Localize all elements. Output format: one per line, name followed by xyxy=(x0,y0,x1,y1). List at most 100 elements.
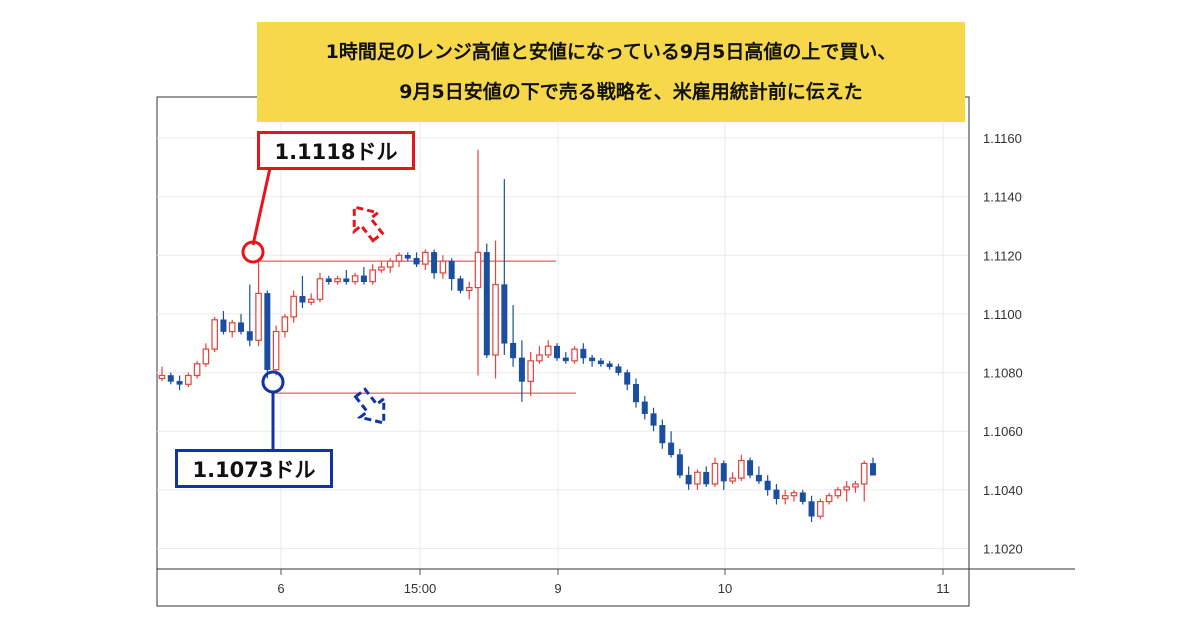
candle-body-29 xyxy=(413,257,420,265)
candle-73 xyxy=(799,489,806,505)
candle-body-53 xyxy=(624,372,631,385)
candle-76 xyxy=(825,492,833,505)
candle-body-57 xyxy=(659,425,666,444)
candle-body-61 xyxy=(694,471,701,485)
y-tick-label-0: 1.1020 xyxy=(983,541,1023,556)
candle-8 xyxy=(228,319,236,338)
candle-3 xyxy=(185,372,192,388)
chart-frame xyxy=(156,96,970,607)
candle-body-15 xyxy=(290,295,297,318)
candle-53 xyxy=(624,369,631,391)
candle-74 xyxy=(808,495,815,523)
candle-body-23 xyxy=(360,275,367,282)
candle-body-38 xyxy=(492,284,499,356)
candle-body-0 xyxy=(158,374,166,380)
candle-78 xyxy=(843,481,850,502)
candle-69 xyxy=(764,475,771,496)
candle-body-17 xyxy=(307,298,315,303)
candle-62 xyxy=(703,466,710,487)
candle-33 xyxy=(448,258,455,291)
candle-25 xyxy=(378,261,385,273)
candles xyxy=(158,149,876,523)
annotation-overlay xyxy=(241,167,386,452)
candle-32 xyxy=(439,255,447,279)
candle-body-48 xyxy=(580,348,587,359)
candle-body-4 xyxy=(193,363,201,377)
x-tick-label-4: 11 xyxy=(936,581,950,596)
candle-body-10 xyxy=(246,331,253,341)
candle-body-5 xyxy=(202,348,210,365)
chart-grid xyxy=(157,97,969,569)
candle-30 xyxy=(422,249,429,270)
candle-50 xyxy=(597,357,604,367)
candle-23 xyxy=(360,267,367,285)
x-tick-label-0: 6 xyxy=(277,581,284,596)
candle-body-40 xyxy=(510,342,517,359)
candle-16 xyxy=(299,275,306,309)
candle-42 xyxy=(527,352,534,397)
candle-body-74 xyxy=(808,501,815,517)
candle-body-14 xyxy=(281,316,289,333)
level-lines xyxy=(253,260,576,394)
high-callout-line xyxy=(251,167,272,246)
x-tick-label-1: 15:00 xyxy=(404,581,437,596)
candle-body-70 xyxy=(773,489,780,499)
candle-60 xyxy=(685,466,692,490)
candle-41 xyxy=(518,340,525,402)
candle-7 xyxy=(220,311,227,335)
candle-body-7 xyxy=(220,319,227,332)
candle-body-21 xyxy=(343,278,350,282)
candle-17 xyxy=(307,293,315,306)
candle-body-18 xyxy=(316,278,324,300)
sell-arrow-icon xyxy=(353,387,386,425)
candle-body-55 xyxy=(641,401,648,414)
candle-35 xyxy=(465,281,473,300)
candle-body-6 xyxy=(211,319,218,350)
candle-59 xyxy=(676,448,683,479)
candle-79 xyxy=(852,481,859,493)
candle-body-79 xyxy=(852,483,859,488)
candle-body-42 xyxy=(527,360,534,382)
candle-body-44 xyxy=(544,345,552,356)
candle-13 xyxy=(272,325,280,376)
candle-body-13 xyxy=(272,330,280,371)
candle-body-16 xyxy=(299,296,306,303)
candle-body-72 xyxy=(790,492,798,497)
headline-line-1: 1時間足のレンジ高値と安値になっている9月5日高値の上で買い、 xyxy=(325,41,897,63)
candle-55 xyxy=(641,396,648,420)
headline-banner: 1時間足のレンジ高値と安値になっている9月5日高値の上で買い、 9月5日安値の下… xyxy=(257,22,965,122)
candle-2 xyxy=(176,375,183,391)
candle-27 xyxy=(395,252,403,268)
candle-15 xyxy=(290,290,297,323)
candle-9 xyxy=(238,313,245,335)
candle-19 xyxy=(325,275,332,285)
candle-body-62 xyxy=(703,471,710,485)
candle-body-43 xyxy=(536,354,543,362)
candle-body-28 xyxy=(404,255,411,259)
candle-29 xyxy=(413,252,420,268)
candle-body-8 xyxy=(228,322,236,333)
candle-20 xyxy=(334,275,341,285)
candle-11 xyxy=(255,258,262,347)
candle-body-39 xyxy=(501,284,508,344)
candle-65 xyxy=(729,472,736,484)
candle-38 xyxy=(492,240,499,379)
candle-body-56 xyxy=(650,413,657,426)
candle-54 xyxy=(632,378,639,408)
candle-46 xyxy=(562,352,569,364)
y-tick-label-5: 1.1120 xyxy=(983,248,1022,263)
candle-56 xyxy=(650,407,657,432)
candle-body-81 xyxy=(869,463,876,476)
candle-body-34 xyxy=(457,278,464,291)
candle-body-45 xyxy=(553,345,560,359)
high-price-label: 1.1118ドル xyxy=(257,131,415,170)
candle-body-32 xyxy=(439,260,447,274)
candle-26 xyxy=(386,258,394,273)
candle-body-25 xyxy=(378,266,385,271)
candle-body-1 xyxy=(167,375,174,382)
candle-body-49 xyxy=(589,357,596,362)
candle-body-60 xyxy=(685,474,692,485)
candle-body-80 xyxy=(860,462,868,485)
high-marker-circle xyxy=(241,240,265,264)
candle-64 xyxy=(720,460,727,490)
